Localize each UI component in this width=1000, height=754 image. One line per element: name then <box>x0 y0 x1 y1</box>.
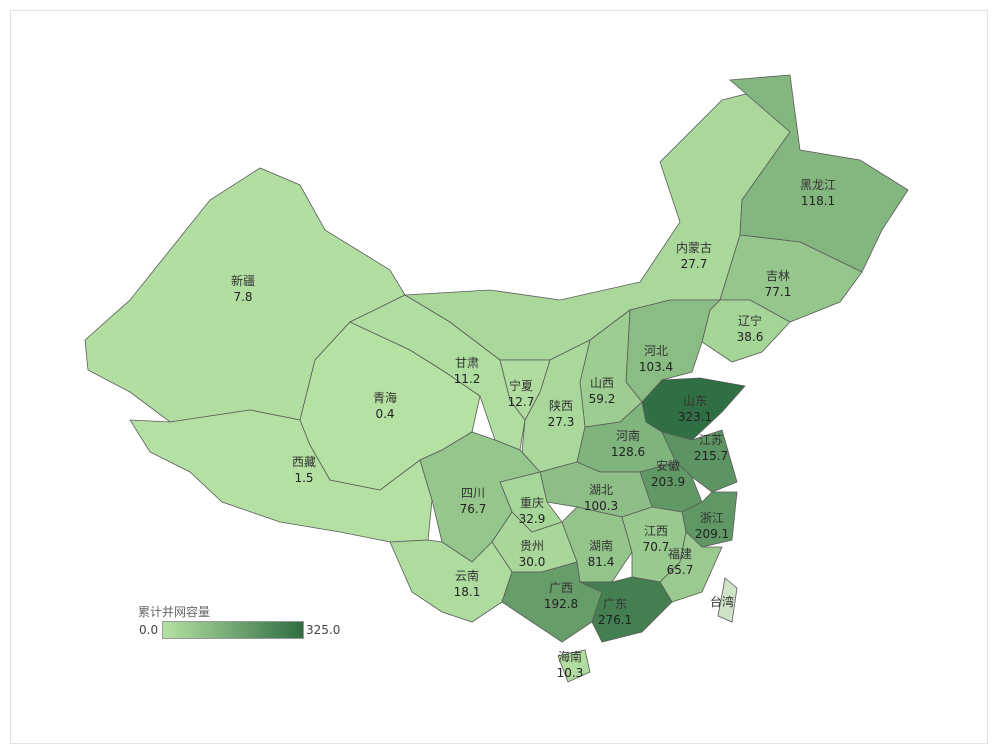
province-value-label: 81.4 <box>588 555 615 569</box>
province-name-label: 安徽 <box>656 458 680 473</box>
map-frame <box>10 10 988 744</box>
province-fujian[interactable] <box>659 531 723 603</box>
legend-title: 累计并网容量 <box>138 605 211 619</box>
province-name-label: 青海 <box>373 390 397 405</box>
province-taiwan[interactable] <box>717 577 738 623</box>
province-value-label: 11.2 <box>454 372 481 386</box>
province-name-label: 河南 <box>616 428 640 443</box>
province-guangdong[interactable] <box>579 576 673 643</box>
province-name-label: 浙江 <box>700 511 724 525</box>
province-value-label: 76.7 <box>460 502 487 516</box>
province-value-label: 18.1 <box>454 585 481 599</box>
province-name-label: 内蒙古 <box>676 240 712 255</box>
province-name-label: 贵州 <box>520 539 544 553</box>
province-name-label: 吉林 <box>766 269 790 283</box>
province-value-label: 30.0 <box>519 555 546 569</box>
province-value-label: 323.1 <box>678 410 712 424</box>
province-name-label: 重庆 <box>520 496 544 510</box>
province-name-label: 辽宁 <box>738 313 762 328</box>
province-value-label: 32.9 <box>519 512 546 526</box>
province-value-label: 276.1 <box>598 613 632 627</box>
province-name-label: 甘肃 <box>455 356 479 370</box>
province-name-label: 广东 <box>603 597 627 611</box>
province-value-label: 209.1 <box>695 527 729 541</box>
province-value-label: 70.7 <box>643 540 670 554</box>
province-name-label: 湖北 <box>589 482 613 497</box>
province-value-label: 27.7 <box>681 257 708 271</box>
province-name-label: 台湾 <box>710 594 734 609</box>
province-name-label: 陕西 <box>549 398 573 413</box>
province-name-label: 海南 <box>558 649 582 664</box>
province-name-label: 新疆 <box>231 273 255 288</box>
province-name-label: 山西 <box>590 376 614 390</box>
province-value-label: 100.3 <box>584 499 618 513</box>
province-value-label: 118.1 <box>801 194 835 208</box>
province-value-label: 77.1 <box>765 285 792 299</box>
province-name-label: 江西 <box>644 524 668 538</box>
province-name-label: 黑龙江 <box>800 178 836 192</box>
province-name-label: 江苏 <box>699 433 723 447</box>
province-name-label: 宁夏 <box>509 378 533 393</box>
province-yunnan[interactable] <box>389 539 513 623</box>
province-value-label: 1.5 <box>294 471 313 485</box>
province-value-label: 38.6 <box>737 330 764 344</box>
legend-min-label: 0.0 <box>139 623 159 637</box>
legend-color-ramp <box>162 621 304 639</box>
province-heilongjiang[interactable] <box>729 74 909 273</box>
province-value-label: 27.3 <box>548 415 575 429</box>
province-ningxia[interactable] <box>499 359 551 421</box>
province-name-label: 西藏 <box>292 455 316 469</box>
province-value-label: 12.7 <box>508 395 535 409</box>
legend-max-label: 325.0 <box>306 623 341 637</box>
province-hainan[interactable] <box>557 649 591 683</box>
province-value-label: 203.9 <box>651 475 685 489</box>
province-name-label: 福建 <box>668 546 692 561</box>
province-name-label: 湖南 <box>589 538 613 553</box>
province-value-label: 7.8 <box>233 290 252 304</box>
province-name-label: 山东 <box>683 394 707 408</box>
province-name-label: 广西 <box>549 581 573 595</box>
province-value-label: 65.7 <box>667 563 694 577</box>
province-name-label: 河北 <box>644 344 668 358</box>
province-value-label: 192.8 <box>544 597 578 611</box>
province-name-label: 云南 <box>455 568 479 583</box>
province-name-label: 四川 <box>461 486 485 500</box>
province-value-label: 215.7 <box>694 449 728 463</box>
province-value-label: 0.4 <box>375 407 394 421</box>
province-value-label: 103.4 <box>639 360 673 374</box>
province-value-label: 59.2 <box>589 392 616 406</box>
province-value-label: 10.3 <box>557 666 584 680</box>
province-value-label: 128.6 <box>611 445 645 459</box>
